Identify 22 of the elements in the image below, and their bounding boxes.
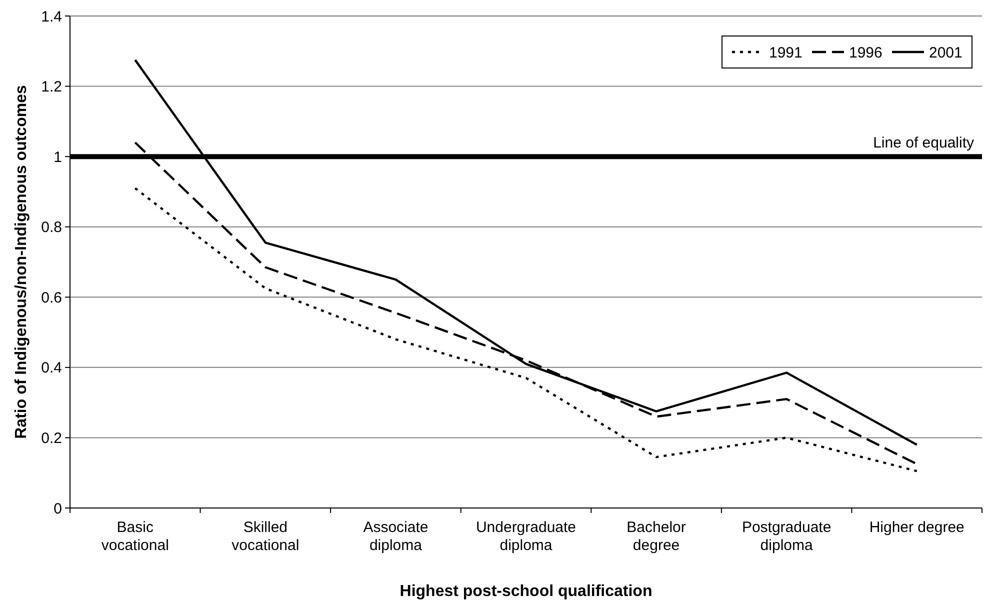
x-tick-label: Associate diploma [363, 519, 428, 554]
x-tick-label: Skilled vocational [232, 519, 300, 554]
ref-line-label: Line of equality [873, 134, 974, 152]
legend-label: 2001 [929, 44, 962, 62]
legend-label: 1996 [849, 44, 882, 62]
y-tick-label: 1.4 [41, 8, 62, 26]
y-axis-title: Ratio of Indigenous/non-Indigenous outcomes [13, 85, 30, 439]
x-tick-label: Basic vocational [101, 519, 169, 554]
legend-label: 1991 [769, 44, 802, 62]
line-series [134, 187, 918, 472]
y-tick-label: 0.8 [41, 219, 62, 236]
y-tick-label: 0.2 [41, 430, 62, 447]
x-tick-label: Undergraduate diploma [476, 519, 576, 554]
y-tick-label: 1.2 [41, 78, 62, 96]
y-tick-label: 0.6 [41, 289, 62, 306]
x-axis-title: Highest post-school qualification [400, 583, 652, 600]
y-tick-label: 1 [54, 148, 62, 166]
x-tick-label: Bachelor degree [626, 519, 686, 554]
y-tick-label: 0.4 [41, 360, 62, 377]
y-tick-label: 0 [54, 500, 62, 518]
x-tick-label: Postgraduate diploma [742, 519, 832, 554]
x-tick-label: Higher degree [869, 519, 964, 536]
